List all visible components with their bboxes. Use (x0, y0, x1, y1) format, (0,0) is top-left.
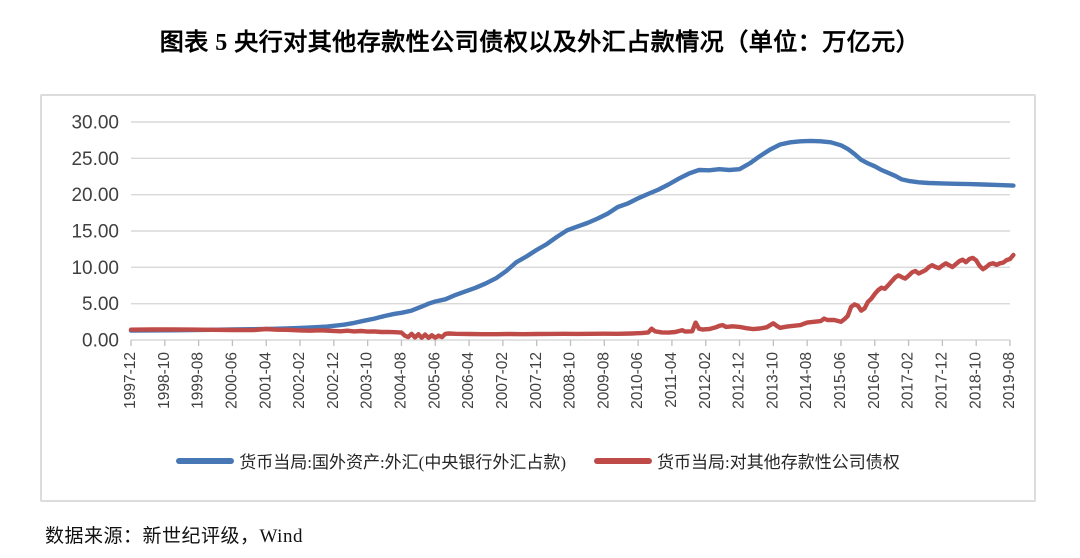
svg-text:2012-02: 2012-02 (697, 352, 714, 409)
legend-label: 货币当局:对其他存款性公司债权 (657, 453, 900, 472)
chart-legend: 货币当局:国外资产:外汇(中央银行外汇占款) 货币当局:对其他存款性公司债权 (42, 448, 1034, 473)
chart-panel: 0.00 5.00 10.00 15.00 20.00 25.00 30.00 1997-12… (40, 94, 1036, 502)
legend-line-red-icon (594, 457, 653, 464)
svg-text:2006-04: 2006-04 (460, 352, 477, 409)
svg-text:1998-10: 1998-10 (156, 352, 173, 409)
svg-text:2007-12: 2007-12 (528, 352, 545, 409)
svg-text:2008-10: 2008-10 (562, 352, 579, 409)
svg-text:2004-08: 2004-08 (393, 352, 410, 409)
svg-text:2011-04: 2011-04 (663, 352, 680, 408)
legend-item: 货币当局:对其他存款性公司债权 (594, 448, 900, 473)
svg-text:2014-08: 2014-08 (798, 352, 815, 409)
svg-text:20.00: 20.00 (71, 185, 119, 206)
chart-svg: 0.00 5.00 10.00 15.00 20.00 25.00 30.00 1997-12… (71, 113, 1018, 409)
svg-text:2019-08: 2019-08 (1001, 352, 1018, 409)
svg-text:2003-10: 2003-10 (359, 352, 376, 409)
svg-text:2013-10: 2013-10 (764, 352, 781, 409)
svg-text:25.00: 25.00 (71, 149, 119, 170)
svg-text:30.00: 30.00 (71, 113, 119, 134)
svg-text:2017-02: 2017-02 (900, 352, 917, 409)
svg-text:2012-12: 2012-12 (731, 352, 748, 409)
legend-item: 货币当局:国外资产:外汇(中央银行外汇占款) (176, 448, 566, 473)
svg-text:2001-04: 2001-04 (257, 352, 274, 409)
legend-line-blue-icon (176, 457, 235, 464)
svg-text:2009-08: 2009-08 (595, 352, 612, 409)
svg-text:2002-02: 2002-02 (291, 352, 308, 409)
svg-text:2007-02: 2007-02 (494, 352, 511, 409)
svg-text:2010-06: 2010-06 (629, 352, 646, 409)
source-note: 数据来源：新世纪评级，Wind (45, 526, 303, 547)
svg-text:2015-06: 2015-06 (832, 352, 849, 409)
svg-text:15.00: 15.00 (71, 222, 119, 243)
svg-text:2018-10: 2018-10 (967, 352, 984, 409)
svg-text:2017-12: 2017-12 (933, 352, 950, 409)
chart-title: 图表 5 央行对其他存款性公司债权以及外汇占款情况（单位：万亿元） (159, 30, 921, 56)
svg-text:10.00: 10.00 (71, 258, 119, 279)
legend-label: 货币当局:国外资产:外汇(中央银行外汇占款) (239, 453, 567, 472)
svg-text:1997-12: 1997-12 (122, 352, 139, 409)
svg-text:2000-06: 2000-06 (224, 352, 241, 409)
svg-text:2005-06: 2005-06 (426, 352, 443, 409)
svg-text:5.00: 5.00 (82, 294, 119, 315)
svg-text:2002-12: 2002-12 (325, 352, 342, 409)
svg-text:1999-08: 1999-08 (190, 352, 207, 409)
svg-text:0.00: 0.00 (82, 331, 119, 352)
svg-text:2016-04: 2016-04 (866, 352, 883, 409)
